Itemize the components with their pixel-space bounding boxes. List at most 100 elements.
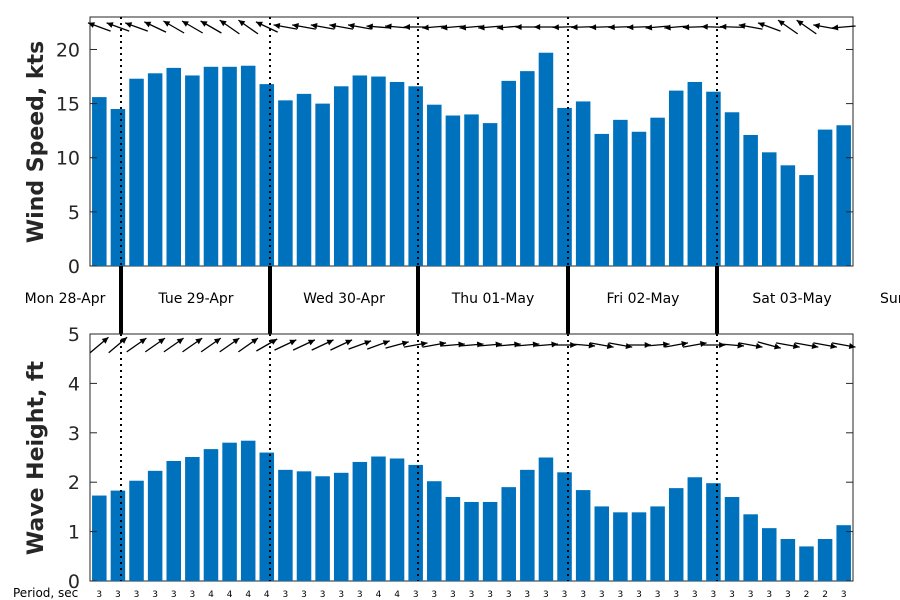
wind-bar [185, 75, 200, 267]
wind-arrow-head [589, 24, 597, 31]
wave-arrow-head [139, 338, 147, 345]
wave-bar [557, 472, 572, 581]
period-label: 3 [431, 590, 437, 600]
wave-bar [371, 456, 386, 581]
period-label: 3 [96, 590, 102, 600]
wave-bar [333, 472, 349, 581]
wave-arrow [366, 340, 390, 350]
wind-arrow [796, 19, 817, 35]
wave-arrow-head [532, 341, 540, 348]
y-tick-label: 15 [56, 94, 80, 116]
wind-arrow [144, 21, 167, 33]
wave-arrow-head [495, 341, 503, 348]
wave-bar [799, 546, 814, 581]
period-label: 4 [245, 590, 251, 600]
wind-bar [613, 119, 628, 266]
wind-bar [259, 84, 275, 267]
y-tick-label: 0 [68, 571, 80, 593]
wind-bar [836, 125, 851, 266]
wind-arrow [347, 23, 372, 30]
wind-arrow-head [796, 20, 804, 27]
y-tick-label: 5 [68, 324, 80, 346]
wind-bar [724, 112, 740, 267]
wind-arrow [459, 24, 484, 31]
wind-arrow [219, 19, 240, 35]
wave-bar [836, 525, 851, 581]
wave-arrow [775, 342, 800, 349]
wind-arrow-head [478, 24, 485, 31]
y-tick-label: 5 [68, 202, 80, 224]
wave-bar [166, 460, 182, 581]
wave-bar [240, 440, 256, 581]
wave-arrow [440, 341, 465, 348]
wave-arrow [126, 337, 147, 353]
day-labels: Mon 28-Apr Tue 29-Apr Wed 30-Apr Thu 01-May… [25, 291, 900, 307]
wind-bar [743, 135, 758, 266]
period-label: 3 [618, 590, 624, 600]
wind-arrow-head [664, 24, 671, 31]
period-label: 3 [487, 590, 493, 600]
wave-bar [110, 490, 126, 581]
wind-arrow-head [758, 22, 765, 28]
period-label: 3 [134, 590, 140, 600]
wave-arrow [608, 342, 633, 349]
wind-arrow-head [515, 24, 522, 30]
wind-arrow [403, 24, 428, 30]
wind-arrow-head [238, 20, 246, 27]
y-tick-label: 0 [68, 256, 80, 278]
wind-bar [706, 91, 721, 266]
wave-bar [408, 464, 423, 581]
wind-bar [445, 115, 461, 267]
wind-direction-arrows [87, 19, 856, 35]
wave-bar [724, 497, 740, 581]
wave-bar [203, 449, 219, 581]
wind-arrow-head [720, 23, 727, 30]
wind-bar [464, 114, 479, 267]
wave-arrow-head [176, 338, 184, 345]
wave-arrow-head [213, 338, 221, 345]
wave-arrow-head [401, 340, 409, 347]
period-label: 4 [376, 590, 382, 600]
wind-bar [575, 101, 591, 266]
wave-arrow [589, 342, 614, 349]
wind-arrow [422, 24, 447, 31]
wind-arrow-head [292, 23, 299, 29]
wind-bar [333, 86, 349, 266]
wind-bar [408, 86, 423, 266]
wave-bar [464, 501, 479, 581]
wave-arrow-head [289, 339, 297, 346]
wind-bar [482, 123, 498, 266]
wave-bar [631, 512, 647, 581]
wind-arrow [738, 23, 763, 30]
period-label: 3 [673, 590, 679, 600]
y-tick-label: 10 [56, 148, 80, 170]
wave-bar [762, 528, 777, 581]
wave-arrow [813, 342, 838, 349]
wind-arrow [777, 19, 799, 35]
wind-arrow-head [366, 23, 373, 30]
wind-bar [799, 175, 814, 266]
wind-arrow [664, 24, 689, 31]
wind-arrow [719, 23, 745, 30]
wind-bar [817, 129, 833, 266]
wave-arrow-head [774, 343, 781, 350]
day-label: Thu 01-May [451, 291, 535, 307]
period-label: 3 [171, 590, 177, 600]
wind-arrow [329, 23, 354, 30]
wind-arrow-head [329, 23, 337, 29]
wave-arrow [330, 339, 353, 351]
wave-arrow [238, 337, 259, 353]
wind-arrow-head [310, 23, 318, 29]
wave-y-ticks: 0 1 2 3 4 5 [68, 324, 853, 593]
wind-bar [147, 73, 163, 266]
wind-arrow-head [273, 23, 281, 29]
wave-arrow-head [458, 341, 465, 348]
wind-arrow-head [738, 23, 746, 29]
wave-arrow [163, 337, 184, 353]
wave-arrow [108, 336, 128, 354]
wind-bar [780, 165, 796, 266]
wind-arrow [255, 21, 278, 33]
wind-arrow [181, 20, 204, 34]
wave-arrow [720, 342, 745, 349]
